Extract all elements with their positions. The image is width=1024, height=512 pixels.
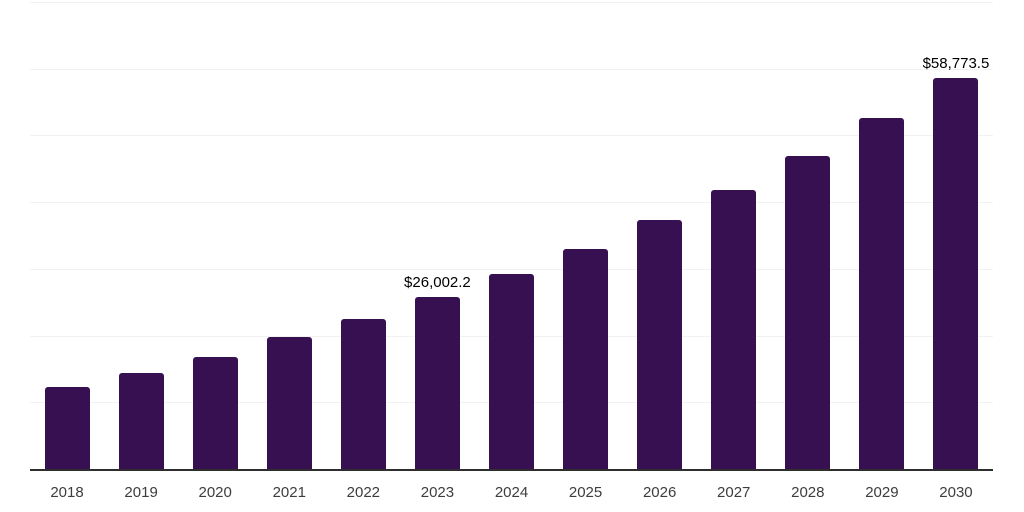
- plot-area: $26,002.2 $58,773.5: [30, 2, 993, 470]
- bar-2019[interactable]: [118, 373, 164, 470]
- x-tick-label-2028: 2028: [791, 484, 825, 501]
- data-label-2023: $26,002.2: [404, 273, 471, 291]
- bar-2021[interactable]: [266, 337, 312, 470]
- gridline: [30, 135, 993, 137]
- bar-2020[interactable]: [192, 356, 238, 470]
- x-tick-label-2023: 2023: [420, 484, 455, 501]
- gridline: [30, 68, 993, 70]
- gridline: [30, 202, 993, 204]
- x-tick-label-2026: 2026: [642, 484, 677, 501]
- x-tick-label-2030: 2030: [939, 484, 973, 501]
- bar-2028[interactable]: [785, 155, 831, 470]
- bar-2022[interactable]: [340, 318, 386, 470]
- bar-2024[interactable]: [489, 273, 534, 470]
- gridline: [30, 2, 993, 3]
- bar-2026[interactable]: [637, 219, 683, 470]
- x-tick-label-2029: 2029: [865, 484, 899, 501]
- bar-2029[interactable]: [859, 118, 905, 470]
- data-label-2030: $58,773.5: [922, 54, 990, 72]
- x-tick-label-2022: 2022: [346, 484, 381, 501]
- x-tick-label-2024: 2024: [494, 484, 529, 501]
- bar-2018[interactable]: [44, 386, 90, 470]
- bar-2027[interactable]: [711, 189, 757, 470]
- x-tick-label-2020: 2020: [198, 484, 232, 501]
- bar-2023[interactable]: [414, 296, 460, 470]
- x-tick-label-2021: 2021: [272, 484, 306, 501]
- bar-2025[interactable]: [563, 248, 609, 470]
- gridline: [30, 268, 993, 270]
- x-tick-label-2027: 2027: [717, 484, 751, 501]
- x-axis-line: [30, 469, 993, 471]
- x-tick-label-2025: 2025: [568, 484, 603, 501]
- x-tick-label-2019: 2019: [124, 484, 158, 501]
- bar-2030[interactable]: [933, 77, 979, 470]
- x-tick-label-2018: 2018: [50, 484, 84, 501]
